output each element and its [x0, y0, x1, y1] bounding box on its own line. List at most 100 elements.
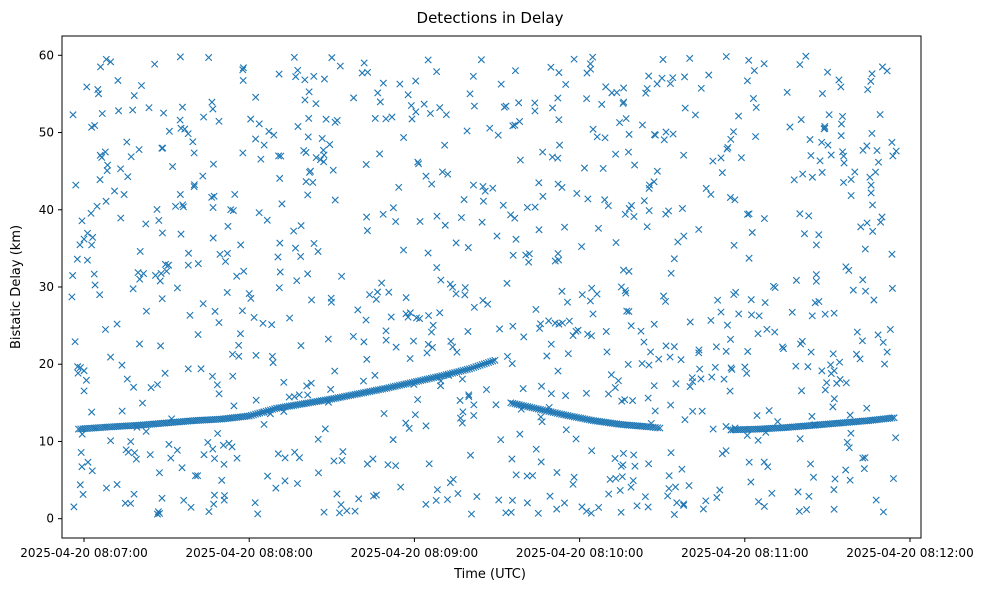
clutter-detection-marker [295, 391, 303, 399]
track-detection-marker [338, 393, 346, 401]
clutter-detection-marker [798, 337, 806, 345]
clutter-detection-marker [191, 472, 200, 480]
clutter-detection-marker [883, 348, 891, 356]
clutter-detection-marker [422, 422, 430, 430]
clutter-detection-marker [629, 477, 637, 485]
clutter-detection-marker [83, 229, 92, 237]
clutter-detection-marker [159, 144, 167, 152]
clutter-detection-marker [563, 298, 572, 306]
track-detection-marker [562, 411, 570, 419]
clutter-detection-marker [433, 68, 441, 76]
clutter-detection-marker [816, 157, 824, 165]
clutter-detection-marker [276, 239, 284, 247]
clutter-detection-marker [427, 328, 436, 336]
clutter-detection-marker [165, 440, 173, 448]
clutter-detection-marker [732, 288, 740, 296]
clutter-detection-marker [695, 346, 703, 354]
clutter-detection-marker [301, 96, 309, 104]
y-tick-label: 20 [39, 357, 54, 371]
clutter-detection-marker [252, 93, 260, 101]
clutter-detection-marker [560, 223, 569, 231]
clutter-detection-marker [274, 253, 282, 261]
clutter-detection-marker [210, 454, 219, 463]
clutter-detection-marker [194, 330, 202, 339]
clutter-detection-marker [619, 449, 628, 458]
clutter-detection-marker [194, 472, 202, 480]
track-detection-marker [463, 365, 471, 373]
track-detection-marker [415, 377, 423, 385]
clutter-detection-marker [638, 121, 647, 129]
clutter-detection-marker [705, 71, 713, 79]
clutter-detection-marker [796, 435, 804, 443]
clutter-detection-marker [689, 407, 697, 415]
clutter-detection-marker [879, 338, 887, 346]
track-detection-marker [474, 362, 482, 370]
clutter-detection-marker [239, 64, 248, 72]
clutter-detection-marker [223, 249, 232, 257]
clutter-detection-marker [829, 403, 837, 411]
clutter-detection-marker [867, 181, 875, 189]
track-detection-marker [448, 369, 457, 377]
clutter-detection-marker [569, 480, 577, 488]
clutter-detection-marker [888, 138, 896, 146]
clutter-detection-marker [835, 358, 844, 366]
clutter-detection-marker [320, 508, 328, 516]
clutter-detection-marker [392, 217, 400, 226]
clutter-detection-marker [795, 507, 803, 515]
clutter-detection-marker [537, 413, 545, 421]
clutter-detection-marker [379, 79, 387, 87]
clutter-detection-marker [153, 380, 162, 389]
clutter-detection-marker [76, 241, 84, 249]
clutter-detection-marker [209, 445, 217, 453]
clutter-detection-marker [879, 508, 888, 516]
clutter-detection-marker [301, 76, 309, 84]
clutter-detection-marker [802, 52, 810, 60]
track-detection-marker [476, 361, 484, 369]
clutter-detection-marker [223, 288, 231, 297]
clutter-detection-marker [545, 317, 553, 325]
clutter-detection-marker [102, 197, 110, 205]
clutter-detection-marker [164, 261, 173, 269]
clutter-detection-marker [402, 419, 410, 427]
clutter-detection-marker [94, 85, 102, 94]
clutter-detection-marker [726, 387, 734, 395]
clutter-detection-marker [593, 290, 601, 298]
clutter-detection-marker [219, 441, 228, 449]
clutter-detection-marker [326, 140, 334, 149]
clutter-detection-marker [554, 180, 562, 188]
clutter-detection-marker [415, 160, 423, 168]
clutter-detection-marker [142, 220, 150, 228]
clutter-detection-marker [611, 384, 619, 392]
clutter-detection-marker [840, 159, 848, 167]
clutter-detection-marker [727, 426, 735, 434]
clutter-detection-marker [363, 227, 371, 235]
clutter-detection-marker [523, 203, 531, 212]
clutter-detection-marker [209, 160, 218, 168]
clutter-detection-marker [584, 330, 592, 338]
clutter-detection-marker [677, 356, 685, 364]
clutter-detection-marker [297, 342, 305, 350]
clutter-detection-marker [268, 321, 276, 329]
clutter-detection-marker [640, 338, 648, 346]
clutter-detection-marker [843, 438, 851, 446]
clutter-detection-marker [714, 296, 722, 304]
clutter-detection-marker [184, 249, 193, 257]
track-detection-marker [574, 414, 583, 422]
clutter-detection-marker [588, 284, 596, 292]
clutter-detection-marker [96, 63, 105, 71]
clutter-detection-marker [91, 281, 99, 289]
clutter-detection-marker [184, 365, 192, 373]
track-detection-marker [264, 407, 272, 415]
clutter-detection-marker [750, 67, 758, 75]
clutter-detection-marker [555, 116, 563, 124]
clutter-detection-marker [580, 164, 589, 172]
clutter-detection-marker [555, 141, 564, 149]
clutter-detection-marker [402, 310, 410, 318]
clutter-detection-marker [806, 135, 814, 144]
clutter-detection-marker [873, 146, 881, 155]
plot-area-frame [61, 35, 922, 539]
clutter-detection-marker [441, 141, 449, 149]
track-detection-marker [457, 367, 465, 375]
clutter-detection-marker [818, 168, 826, 176]
clutter-detection-marker [868, 129, 876, 138]
